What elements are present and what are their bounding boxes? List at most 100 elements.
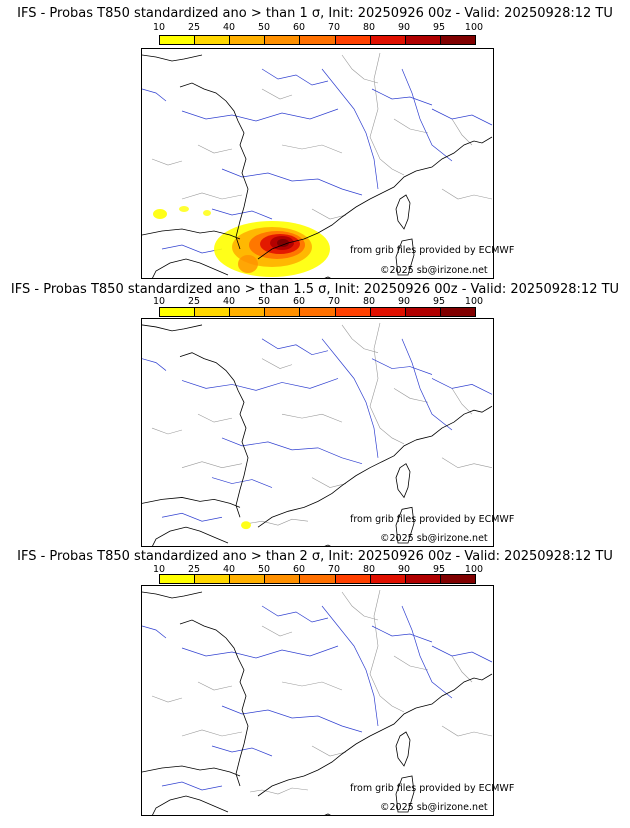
- colorbar: [159, 574, 476, 584]
- coastline: [257, 439, 417, 528]
- colorbar-labels: 10 25 40 50 60 70 80 90 95 100: [0, 564, 630, 575]
- panel-title: IFS - Probas T850 standardized ano > tha…: [10, 282, 620, 297]
- colorbar-tick: 95: [432, 22, 446, 33]
- coastline: [142, 54, 203, 62]
- colorbar-tick: 25: [187, 296, 201, 307]
- colorbar-tick: 90: [397, 296, 411, 307]
- river-line: [181, 645, 339, 659]
- colorbar-swatch: [370, 575, 406, 583]
- coastline: [415, 405, 493, 441]
- colorbar-tick: 50: [257, 22, 271, 33]
- colorbar-tick: 50: [257, 564, 271, 575]
- border-line: [451, 118, 473, 146]
- border-line: [393, 388, 429, 403]
- river-line: [371, 358, 433, 375]
- panel-title: IFS - Probas T850 standardized ano > tha…: [17, 549, 613, 564]
- river-line: [181, 378, 339, 391]
- map-svg: [142, 589, 493, 815]
- colorbar-tick: 70: [327, 564, 341, 575]
- river-line: [161, 512, 223, 522]
- river-line: [161, 244, 223, 254]
- border-line: [369, 322, 405, 445]
- river-line: [431, 645, 493, 663]
- border-line: [451, 388, 473, 415]
- border-line: [441, 188, 493, 200]
- map-area: [141, 585, 494, 816]
- colorbar-tick: 70: [327, 22, 341, 33]
- colorbar-swatch: [160, 575, 196, 583]
- border-line: [181, 461, 243, 468]
- river-line: [221, 168, 363, 196]
- colorbar-swatch: [300, 575, 336, 583]
- border-line: [261, 88, 293, 100]
- colorbar-labels: 10 25 40 50 60 70 80 90 95 100: [0, 296, 630, 307]
- colorbar-tick: 80: [362, 564, 376, 575]
- coastline: [257, 170, 417, 260]
- border-line: [393, 655, 429, 671]
- colorbar-tick: 25: [187, 22, 201, 33]
- coastline: [179, 82, 249, 250]
- coastline: [142, 324, 203, 332]
- colorbar-swatch: [230, 308, 266, 316]
- colorbar-swatch: [265, 575, 301, 583]
- colorbar-swatch: [335, 308, 371, 316]
- colorbar-tick: 10: [152, 22, 166, 33]
- river-line: [371, 88, 433, 106]
- coastline: [152, 795, 229, 815]
- copyright-credit: ©2025 sb@irizone.net: [380, 802, 488, 813]
- coastline-sardinia: [395, 238, 415, 276]
- border-line: [197, 413, 233, 423]
- colorbar-swatch: [195, 308, 231, 316]
- border-line: [393, 118, 429, 134]
- colorbar-tick: 50: [257, 296, 271, 307]
- coastline: [415, 673, 493, 709]
- coastline: [257, 707, 417, 797]
- colorbar-tick: 60: [292, 564, 306, 575]
- colorbar-tick: 100: [464, 22, 484, 33]
- colorbar-swatch: [370, 308, 406, 316]
- colorbar: [159, 307, 476, 317]
- coastline: [142, 591, 203, 599]
- border-line: [441, 725, 493, 737]
- border-line: [441, 457, 493, 469]
- border-line: [151, 427, 183, 435]
- coastline: [179, 352, 249, 518]
- colorbar-swatch: [370, 36, 406, 44]
- colorbar-swatch: [440, 575, 475, 583]
- coastline: [142, 228, 241, 240]
- colorbar-swatch: [300, 36, 336, 44]
- river-line: [221, 437, 363, 465]
- coastline-balearic: [324, 813, 331, 815]
- map-panel-2sigma: IFS - Probas T850 standardized ano > tha…: [0, 546, 630, 828]
- map-svg: [142, 52, 493, 278]
- river-line: [161, 781, 223, 791]
- colorbar-swatch: [195, 575, 231, 583]
- border-line: [369, 589, 405, 713]
- border-line: [369, 52, 405, 176]
- river-line: [431, 378, 493, 395]
- border-line: [281, 413, 343, 423]
- river-line: [321, 68, 379, 190]
- coastline: [142, 765, 241, 777]
- colorbar-swatch: [440, 36, 475, 44]
- colorbar-swatch: [230, 575, 266, 583]
- border-line: [341, 324, 379, 353]
- colorbar-swatch: [195, 36, 231, 44]
- colorbar-swatch: [265, 308, 301, 316]
- colorbar-tick: 90: [397, 22, 411, 33]
- probability-area: [277, 239, 289, 247]
- colorbar-tick: 60: [292, 22, 306, 33]
- colorbar-swatch: [405, 36, 441, 44]
- coastline-corsica: [395, 194, 411, 230]
- river-line: [142, 358, 167, 371]
- colorbar-tick: 10: [152, 296, 166, 307]
- river-line: [142, 88, 167, 102]
- source-credit: from grib files provided by ECMWF: [350, 783, 515, 794]
- colorbar-tick: 40: [222, 22, 236, 33]
- coastline-sardinia: [395, 775, 415, 813]
- river-line: [181, 108, 339, 122]
- source-credit: from grib files provided by ECMWF: [350, 245, 515, 256]
- coastline-corsica: [395, 731, 411, 767]
- river-line: [321, 338, 379, 458]
- panel-title: IFS - Probas T850 standardized ano > tha…: [17, 6, 613, 21]
